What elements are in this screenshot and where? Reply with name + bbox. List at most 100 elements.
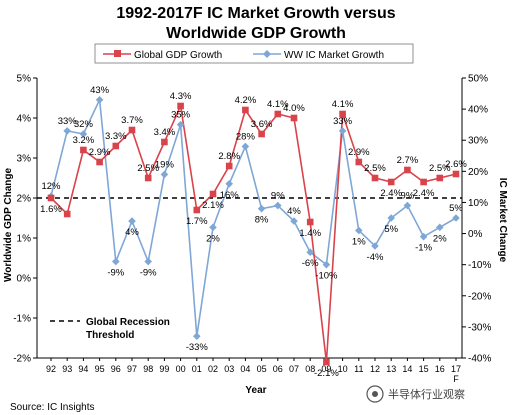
y-left-tick-label: 3% bbox=[17, 154, 32, 165]
series-layer bbox=[47, 95, 460, 366]
x-tick-label: 17 bbox=[451, 364, 461, 374]
ic-growth-point bbox=[63, 127, 71, 135]
ic-growth-point bbox=[95, 95, 104, 104]
gdp-growth-point bbox=[112, 142, 120, 150]
gdp-growth-point bbox=[404, 166, 411, 174]
x-tick-label: 16 bbox=[435, 364, 445, 374]
ic-data-label: 8% bbox=[255, 215, 269, 226]
y-right-tick-label: -40% bbox=[468, 354, 491, 365]
gdp-data-label: 1.7% bbox=[186, 216, 208, 227]
ic-growth-point bbox=[144, 257, 152, 266]
gdp-data-label: 2.9% bbox=[89, 147, 111, 158]
y-axis-left-label: Worldwide GDP Change bbox=[3, 168, 14, 283]
gdp-data-label: 4.3% bbox=[170, 91, 192, 102]
x-tick-label: 12 bbox=[370, 364, 380, 374]
ic-growth-point bbox=[436, 223, 444, 232]
x-tick-label: 11 bbox=[354, 364, 363, 374]
gdp-growth-point bbox=[323, 358, 330, 366]
ic-data-label: 33% bbox=[333, 116, 353, 127]
y-left-tick-label: 4% bbox=[17, 114, 32, 125]
data-labels: 1.6%3.2%2.9%3.3%3.7%2.5%3.4%4.3%1.7%2.1%… bbox=[40, 85, 467, 379]
y-left-tick-label: 5% bbox=[17, 74, 32, 85]
ic-data-label: 9% bbox=[401, 191, 415, 202]
x-tick-label: 99 bbox=[159, 364, 169, 374]
gdp-data-label: 3.3% bbox=[105, 131, 127, 142]
ic-growth-point bbox=[209, 223, 217, 232]
gdp-growth-point bbox=[209, 190, 217, 198]
ic-growth-point bbox=[419, 232, 428, 241]
gdp-data-label: 2.7% bbox=[397, 155, 419, 166]
x-tick-label-suffix: F bbox=[453, 374, 459, 384]
gdp-growth-point bbox=[355, 158, 363, 166]
gdp-growth-point bbox=[290, 114, 298, 122]
x-tick-label: 07 bbox=[289, 364, 299, 374]
y-right-tick-label: 40% bbox=[468, 105, 488, 116]
ic-growth-point bbox=[274, 201, 282, 210]
gdp-data-label: 3.4% bbox=[154, 127, 176, 138]
ic-data-label: 2% bbox=[206, 233, 220, 244]
x-tick-label: 15 bbox=[419, 364, 429, 374]
ic-data-label: 9% bbox=[271, 191, 285, 202]
ic-data-label: 5% bbox=[384, 224, 398, 235]
y-axis-right-label: IC Market Change bbox=[497, 178, 508, 263]
gdp-growth-point bbox=[80, 146, 87, 154]
gdp-growth-point bbox=[306, 218, 314, 226]
gdp-growth-point bbox=[274, 110, 282, 118]
y-right-tick-label: 20% bbox=[468, 167, 488, 178]
x-tick-label: 95 bbox=[95, 364, 105, 374]
ic-growth-point bbox=[403, 201, 412, 210]
ic-data-label: 33% bbox=[58, 116, 78, 127]
y-right-tick-label: 10% bbox=[468, 198, 488, 209]
ic-growth-point bbox=[176, 120, 185, 129]
gdp-data-label: 1.4% bbox=[299, 228, 321, 239]
ic-data-label: 4% bbox=[287, 206, 301, 217]
gdp-growth-point bbox=[452, 170, 460, 178]
x-tick-label: 06 bbox=[273, 364, 283, 374]
gdp-data-label: 2.6% bbox=[445, 159, 467, 170]
ic-data-label: 32% bbox=[74, 119, 94, 130]
y-left-tick-label: 2% bbox=[17, 194, 32, 205]
legend-gdp-marker bbox=[114, 50, 121, 57]
recession-legend-label-line1: Global Recession bbox=[86, 317, 170, 328]
ic-growth-point bbox=[322, 260, 331, 269]
watermark-text: 半导体行业观察 bbox=[388, 387, 465, 401]
gdp-growth-point bbox=[258, 130, 265, 138]
ic-growth-point bbox=[225, 179, 233, 188]
ic-data-label: 4% bbox=[125, 227, 139, 238]
gdp-data-label: 4.0% bbox=[283, 103, 305, 114]
x-tick-label: 00 bbox=[176, 364, 186, 374]
y-right-tick-label: -10% bbox=[468, 260, 491, 271]
legend-gdp-label: Global GDP Growth bbox=[134, 50, 222, 61]
x-tick-label: 08 bbox=[305, 364, 315, 374]
watermark-logo-dot bbox=[372, 391, 378, 397]
ic-data-label: 12% bbox=[41, 181, 61, 192]
gdp-growth-point bbox=[339, 110, 346, 118]
x-tick-label: 02 bbox=[208, 364, 218, 374]
gdp-data-label: 3.7% bbox=[121, 115, 143, 126]
x-tick-label: 97 bbox=[127, 364, 137, 374]
gdp-data-label: -2.1% bbox=[314, 368, 339, 379]
ic-growth-point bbox=[306, 248, 314, 257]
ic-data-label: -33% bbox=[186, 342, 209, 353]
x-tick-label: 92 bbox=[46, 364, 56, 374]
y-left-tick-label: 1% bbox=[17, 234, 32, 245]
y-right-tick-label: -30% bbox=[468, 322, 491, 333]
gdp-growth-point bbox=[242, 106, 249, 114]
x-tick-label: 04 bbox=[240, 364, 250, 374]
ic-data-label: -10% bbox=[315, 271, 338, 282]
x-tick-label: 09 bbox=[321, 364, 331, 374]
gdp-growth-point bbox=[420, 178, 427, 186]
y-left-tick-label: -2% bbox=[13, 354, 31, 365]
x-tick-label: 96 bbox=[111, 364, 121, 374]
legend: Global GDP Growth WW IC Market Growth bbox=[94, 43, 414, 64]
gdp-growth-point bbox=[387, 178, 395, 186]
gdp-growth-point bbox=[193, 206, 201, 214]
ic-growth-point bbox=[257, 204, 266, 213]
ic-data-label: -6% bbox=[302, 258, 319, 269]
ic-growth-line bbox=[50, 96, 457, 337]
chart-title-line2: Worldwide GDP Growth bbox=[166, 25, 346, 42]
x-tick-label: 03 bbox=[224, 364, 234, 374]
recession-legend: Global Recession Threshold bbox=[50, 317, 170, 341]
gdp-growth-point bbox=[436, 174, 444, 182]
